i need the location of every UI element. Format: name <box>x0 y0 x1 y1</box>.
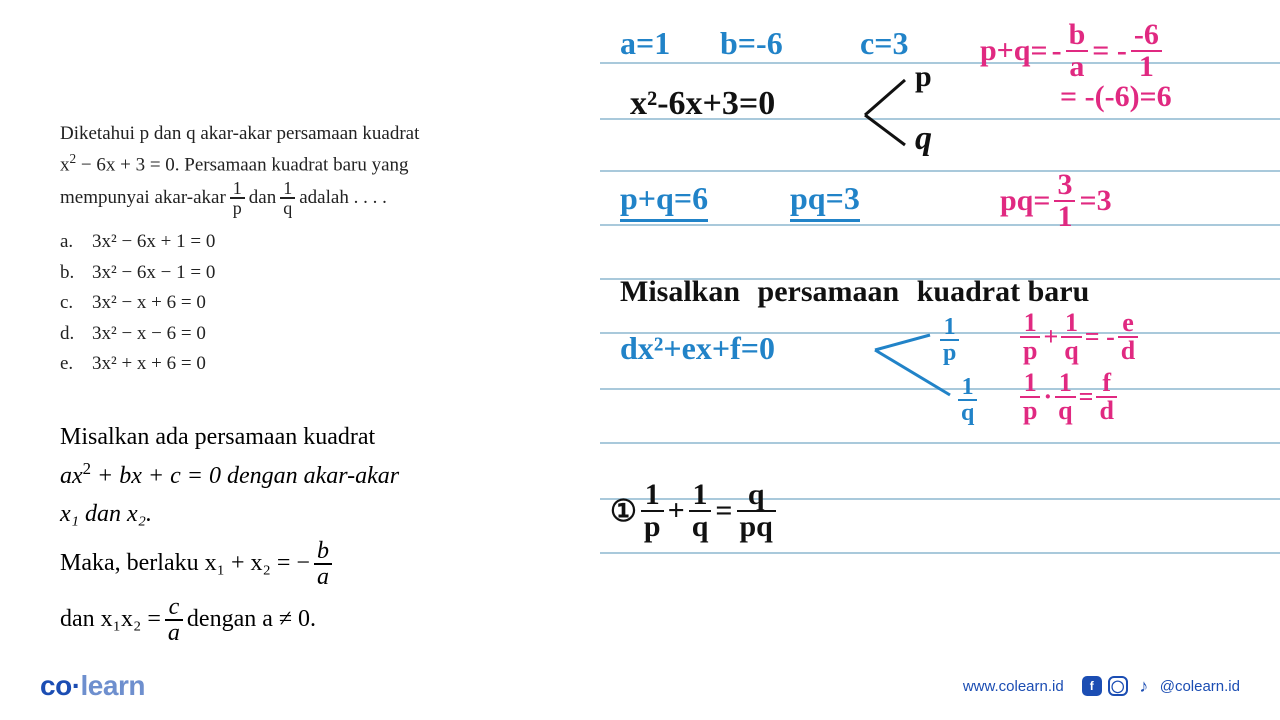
hw-prod-formula: pq= 31 =3 <box>1000 170 1112 232</box>
handwriting-area: a=1 b=-6 c=3 p+q= - ba = - -61 = -(-6)=6… <box>600 0 1280 720</box>
hw-sum-val: p+q=6 <box>620 180 708 222</box>
hw-a: a=1 <box>620 25 670 62</box>
instagram-icon: ◯ <box>1108 676 1128 696</box>
hw-newprod: 1p · 1q = fd <box>1020 370 1117 424</box>
hw-prod-val: pq=3 <box>790 180 860 222</box>
tiktok-icon: ♪ <box>1134 676 1154 696</box>
hw-sum-formula: p+q= - ba = - -61 <box>980 20 1162 82</box>
hw-misalkan: Misalkan persamaan kuadrat baru <box>620 275 1089 309</box>
hw-step1: ① 1p + 1q = qpq <box>610 480 776 542</box>
facebook-icon: f <box>1082 676 1102 696</box>
hw-root-1q: 1q <box>958 375 977 425</box>
hw-newsum: 1p + 1q = - ed <box>1020 310 1138 364</box>
hw-root-1p: 1p <box>940 315 959 365</box>
hw-root-p: p <box>915 60 932 94</box>
typed-explanation: Misalkan ada persamaan kuadrat ax2 + bx … <box>60 419 580 645</box>
hw-equation: x²-6x+3=0 <box>630 85 775 123</box>
hw-c: c=3 <box>860 25 908 62</box>
brand-logo: co·learn <box>40 670 145 702</box>
bracket-icon <box>860 70 950 150</box>
social-handle: @colearn.id <box>1160 678 1240 695</box>
answer-choices: a.3x² − 6x + 1 = 0 b.3x² − 6x − 1 = 0 c.… <box>60 227 580 379</box>
problem-text: Diketahui p dan q akar-akar persamaan ku… <box>60 120 580 217</box>
hw-root-q: q <box>915 120 932 158</box>
footer: co·learn www.colearn.id f ◯ ♪ @colearn.i… <box>40 670 1240 702</box>
hw-new-eq: dx²+ex+f=0 <box>620 330 775 367</box>
hw-b: b=-6 <box>720 25 783 62</box>
footer-url: www.colearn.id <box>963 678 1064 695</box>
hw-sum-result: = -(-6)=6 <box>1060 80 1172 114</box>
social-icons: f ◯ ♪ @colearn.id <box>1082 676 1240 696</box>
